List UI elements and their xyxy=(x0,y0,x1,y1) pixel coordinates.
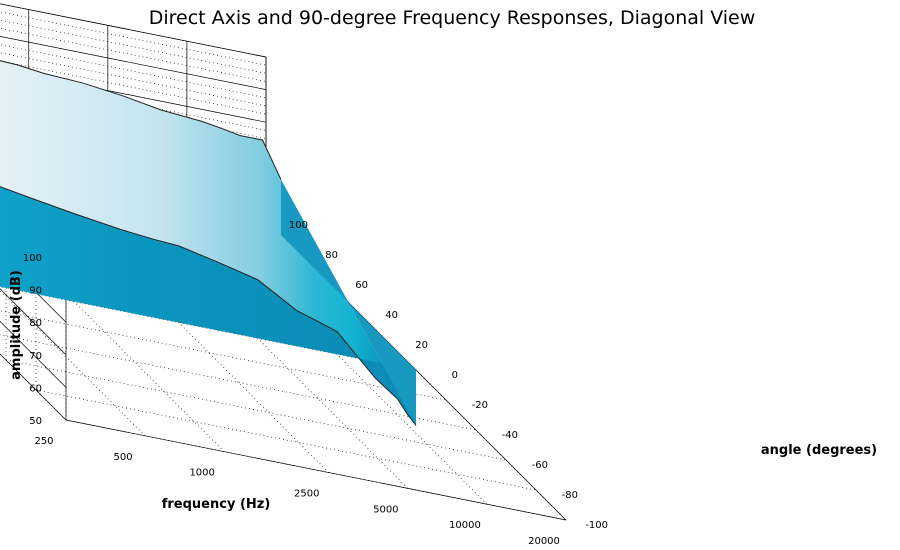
ninety-degree-series-line xyxy=(0,60,282,180)
x-tick-label: 2500 xyxy=(294,489,319,500)
y-tick-label: 80 xyxy=(29,318,42,329)
angle-axis-label: angle (degrees) xyxy=(761,443,877,458)
tick-labels: 5060708090100250500100025005000100002000… xyxy=(23,220,608,547)
angle-tick-label: 0 xyxy=(452,370,458,381)
y-axis-label: amplitude (dB) xyxy=(9,270,24,380)
angle-tick-label: 40 xyxy=(385,310,398,321)
x-tick-label: 20000 xyxy=(528,536,560,547)
x-tick-label: 1000 xyxy=(189,468,214,479)
angle-tick-label: -100 xyxy=(585,520,608,531)
angle-tick-label: 60 xyxy=(355,280,368,291)
direct-axis-series-line xyxy=(0,186,417,426)
angle-tick-label: -80 xyxy=(562,490,578,501)
angle-tick-label: -60 xyxy=(532,460,548,471)
angle-tick-label: -20 xyxy=(472,400,488,411)
backwall-db-gridline xyxy=(0,36,267,90)
box-edge xyxy=(0,3,267,58)
data-surface xyxy=(0,60,417,426)
y-tick-label: 60 xyxy=(29,383,42,394)
angle-tick-label: -40 xyxy=(502,430,518,441)
y-tick-label: 100 xyxy=(23,253,42,264)
response-surface-top xyxy=(0,60,416,426)
angle-tick-label: 80 xyxy=(325,250,338,261)
x-axis-label: frequency (Hz) xyxy=(162,497,271,512)
x-tick-label: 500 xyxy=(114,452,133,463)
y-tick-label: 50 xyxy=(29,416,42,427)
angle-tick-label: 20 xyxy=(415,340,428,351)
y-tick-label: 90 xyxy=(29,286,42,297)
leftwall-db-gridline xyxy=(0,320,67,388)
leftwall-db-gridline xyxy=(0,288,67,356)
angle-tick-label: 100 xyxy=(289,220,308,231)
box-edge xyxy=(65,419,567,521)
x-tick-label: 5000 xyxy=(373,504,398,515)
high-frequency-end-face xyxy=(281,179,416,426)
floor-angle-gridline xyxy=(5,359,507,461)
x-tick-label: 250 xyxy=(34,436,53,447)
leftwall-db-gridline xyxy=(0,353,67,421)
chart-title: Direct Axis and 90-degree Frequency Resp… xyxy=(149,7,756,29)
y-tick-label: 70 xyxy=(29,351,42,362)
floor-angle-gridline xyxy=(35,389,537,491)
x-tick-label: 10000 xyxy=(449,520,481,531)
direct-axis-face xyxy=(0,186,416,426)
